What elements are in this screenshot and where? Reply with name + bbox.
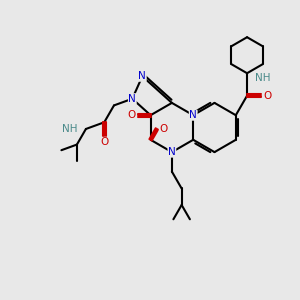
Text: O: O	[127, 110, 136, 120]
Text: O: O	[263, 91, 271, 101]
Text: N: N	[168, 147, 176, 157]
Text: O: O	[159, 124, 168, 134]
Text: O: O	[100, 137, 108, 147]
Text: N: N	[189, 110, 197, 120]
Text: N: N	[128, 94, 136, 104]
Text: NH: NH	[256, 73, 271, 83]
Text: NH: NH	[62, 124, 77, 134]
Text: N: N	[138, 71, 146, 81]
